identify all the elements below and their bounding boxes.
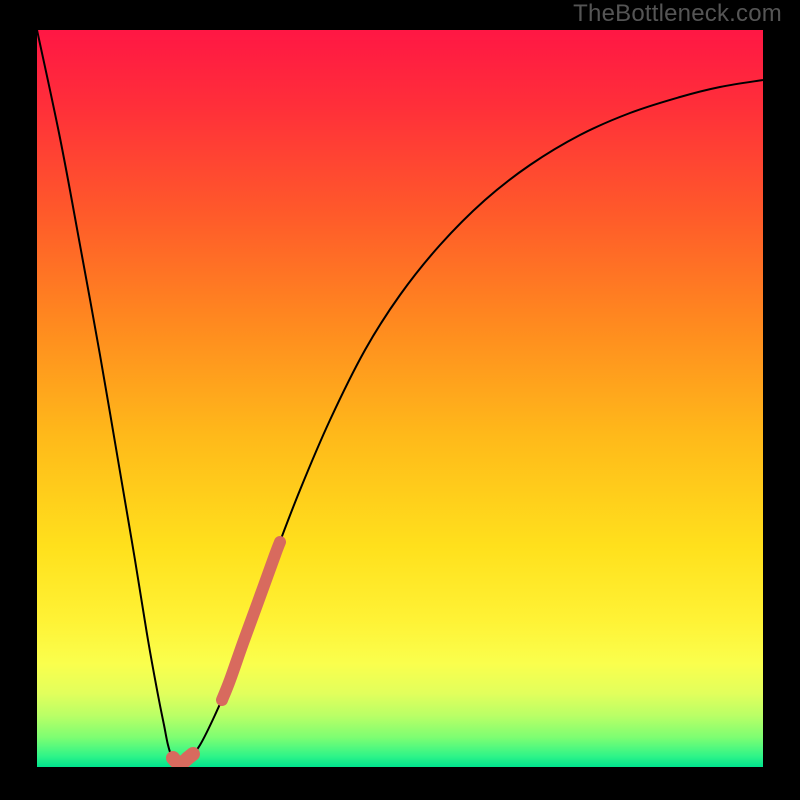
chart-container: TheBottleneck.com [0,0,800,800]
curve-highlight-lower [173,754,193,763]
gradient-background [37,30,763,767]
watermark-text: TheBottleneck.com [573,0,782,28]
bottleneck-curve-chart [0,0,800,800]
